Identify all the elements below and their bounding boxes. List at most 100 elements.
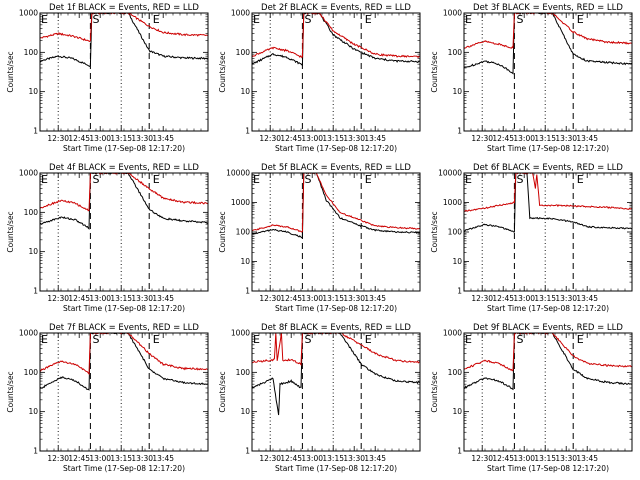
- x-tick-label: 13:00: [513, 454, 535, 463]
- x-tick-label: 13:00: [89, 134, 111, 143]
- x-tick-label: 12:45: [280, 454, 302, 463]
- detector-panel-1: Det 1f BLACK = Events, RED = LLD Counts/s…: [6, 3, 209, 153]
- x-tick-label: 13:30: [343, 294, 365, 303]
- x-tick-label: 13:15: [322, 134, 344, 143]
- interval-marker: S: [93, 333, 100, 346]
- x-tick-label: 13:45: [364, 454, 386, 463]
- interval-marker: S: [305, 333, 312, 346]
- events-series-line: [40, 333, 208, 391]
- x-tick-label: 13:45: [152, 294, 174, 303]
- y-tick-label: 100: [236, 368, 251, 377]
- detector-panel-6: Det 6f BLACK = Events, RED = LLD Counts/s…: [430, 163, 633, 313]
- x-tick-label: 13:15: [110, 294, 132, 303]
- y-tick-label: 1: [33, 287, 38, 296]
- x-tick-label: 13:45: [576, 454, 598, 463]
- y-tick-label: 1000: [231, 9, 250, 18]
- detector-panel-5: Det 5f BLACK = Events, RED = LLD Counts/s…: [218, 163, 421, 313]
- y-tick-label: 10: [240, 257, 250, 266]
- interval-marker: E: [153, 173, 160, 186]
- interval-marker: E: [465, 173, 472, 186]
- x-tick-label: 12:30: [259, 454, 281, 463]
- x-axis-label: Start Time (17-Sep-08 12:17:20): [487, 464, 609, 473]
- y-axis-label: Counts/sec: [6, 211, 15, 252]
- y-tick-label: 1000: [443, 9, 462, 18]
- x-tick-label: 13:00: [301, 134, 323, 143]
- y-tick-label: 100: [236, 228, 251, 237]
- x-tick-label: 12:45: [68, 454, 90, 463]
- events-series-line: [252, 173, 420, 239]
- detector-panel-7: Det 7f BLACK = Events, RED = LLD Counts/s…: [6, 323, 209, 473]
- y-tick-label: 10: [28, 247, 38, 256]
- x-tick-label: 13:30: [343, 454, 365, 463]
- y-tick-label: 1000: [443, 329, 462, 338]
- interval-marker: E: [41, 173, 48, 186]
- interval-marker: S: [305, 173, 312, 186]
- lld-series-line: [464, 173, 632, 212]
- y-tick-label: 100: [24, 208, 39, 217]
- x-tick-label: 13:15: [322, 294, 344, 303]
- plot-frame: [463, 332, 633, 452]
- interval-marker: E: [465, 13, 472, 26]
- x-axis-label: Start Time (17-Sep-08 12:17:20): [63, 464, 185, 473]
- x-axis-label: Start Time (17-Sep-08 12:17:20): [487, 304, 609, 313]
- x-tick-label: 13:00: [513, 134, 535, 143]
- interval-marker: E: [577, 173, 584, 186]
- lld-series-line: [40, 173, 208, 212]
- y-tick-label: 10: [28, 407, 38, 416]
- plot-frame: [39, 12, 209, 132]
- interval-marker: E: [253, 13, 260, 26]
- y-axis-label: Counts/sec: [218, 51, 227, 92]
- y-tick-label: 10: [240, 407, 250, 416]
- y-axis-label: Counts/sec: [6, 51, 15, 92]
- plot-frame: [39, 172, 209, 292]
- x-tick-label: 13:30: [131, 454, 153, 463]
- x-tick-label: 13:30: [131, 294, 153, 303]
- y-tick-label: 10000: [226, 169, 250, 178]
- events-series-line: [40, 13, 208, 68]
- y-tick-label: 1: [457, 447, 462, 456]
- interval-marker: S: [305, 13, 312, 26]
- y-axis-label: Counts/sec: [430, 371, 439, 412]
- y-tick-label: 100: [24, 368, 39, 377]
- y-axis-label: Counts/sec: [430, 51, 439, 92]
- interval-marker: E: [153, 333, 160, 346]
- x-axis-label: Start Time (17-Sep-08 12:17:20): [275, 464, 397, 473]
- interval-marker: E: [365, 333, 372, 346]
- y-tick-label: 10: [240, 87, 250, 96]
- y-tick-label: 1: [33, 127, 38, 136]
- x-tick-label: 13:15: [110, 134, 132, 143]
- x-tick-label: 13:15: [534, 134, 556, 143]
- interval-marker: S: [517, 13, 524, 26]
- x-tick-label: 13:00: [301, 294, 323, 303]
- interval-marker: E: [41, 333, 48, 346]
- x-tick-label: 13:15: [534, 454, 556, 463]
- events-series-line: [40, 173, 208, 230]
- y-tick-label: 1000: [443, 198, 462, 207]
- plot-frame: [251, 172, 421, 292]
- lld-series-line: [40, 333, 208, 376]
- x-tick-label: 12:45: [280, 294, 302, 303]
- x-tick-label: 12:45: [492, 294, 514, 303]
- lld-series-line: [464, 333, 632, 372]
- x-tick-label: 13:45: [152, 134, 174, 143]
- x-tick-label: 13:30: [131, 134, 153, 143]
- interval-marker: E: [41, 13, 48, 26]
- x-tick-label: 13:45: [152, 454, 174, 463]
- panel-title: Det 3f BLACK = Events, RED = LLD: [473, 3, 623, 13]
- x-tick-label: 13:30: [555, 134, 577, 143]
- x-tick-label: 13:00: [513, 294, 535, 303]
- interval-marker: E: [253, 173, 260, 186]
- events-series-line: [252, 13, 420, 67]
- interval-marker: S: [517, 333, 524, 346]
- lld-series-line: [464, 13, 632, 49]
- plot-frame: [463, 172, 633, 292]
- y-tick-label: 100: [236, 48, 251, 57]
- lld-series-line: [252, 333, 420, 367]
- x-tick-label: 12:30: [259, 134, 281, 143]
- interval-marker: E: [365, 173, 372, 186]
- events-series-line: [252, 333, 420, 416]
- detector-panel-8: Det 8f BLACK = Events, RED = LLD Counts/s…: [218, 323, 421, 473]
- x-tick-label: 13:30: [555, 454, 577, 463]
- lld-series-line: [252, 13, 420, 58]
